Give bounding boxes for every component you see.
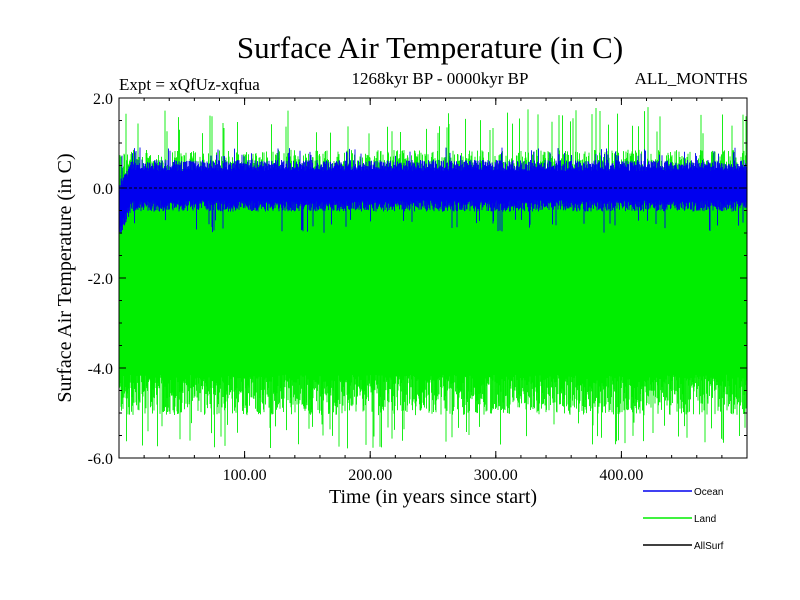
x-tick-label: 300.00 <box>474 467 518 484</box>
x-axis-label: Time (in years since start) <box>329 486 537 508</box>
series-ocean-line <box>119 147 747 236</box>
x-tick-label: 100.00 <box>223 467 267 484</box>
legend-label-land: Land <box>694 514 716 525</box>
y-tick-label: -4.0 <box>88 361 113 378</box>
chart-subtitle: 1268kyr BP - 0000kyr BP <box>352 69 529 88</box>
y-tick-label: 2.0 <box>93 91 113 108</box>
plot-area <box>119 107 747 449</box>
legend-label-ocean: Ocean <box>694 487 723 498</box>
legend-label-allsurf: AllSurf <box>694 541 724 552</box>
chart-title: Surface Air Temperature (in C) <box>237 30 623 65</box>
y-tick-label: 0.0 <box>93 181 113 198</box>
y-axis-label: Surface Air Temperature (in C) <box>54 153 76 402</box>
y-tick-label: -6.0 <box>88 451 113 468</box>
x-tick-label: 400.00 <box>599 467 643 484</box>
expt-label: Expt = xQfUz-xqfua <box>119 75 260 94</box>
y-tick-label: -2.0 <box>88 271 113 288</box>
series-land-line <box>119 107 747 449</box>
months-label: ALL_MONTHS <box>635 69 748 88</box>
legend: Ocean Land AllSurf <box>643 487 724 552</box>
x-tick-label: 200.00 <box>348 467 392 484</box>
